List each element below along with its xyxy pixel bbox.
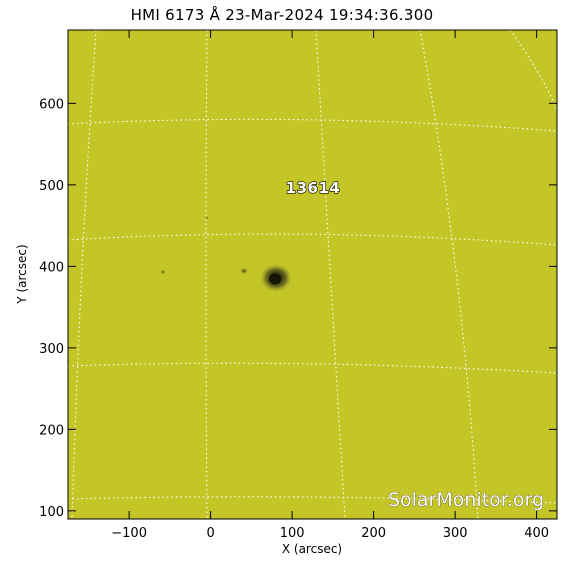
x-tick-label: 0 [206,526,214,541]
grid-latitude-line [68,496,557,504]
grid-longitude-line [419,30,479,519]
x-tick-label: −100 [111,526,147,541]
sunspot-umbra [269,273,281,285]
grid-latitude-line [68,118,557,132]
y-tick-label: 200 [39,423,64,438]
solar-disk-background [68,30,557,519]
x-tick-label: 200 [361,526,386,541]
x-tick-label: 100 [280,526,305,541]
x-axis-label: X (arcsec) [282,542,342,556]
image-title: HMI 6173 Å 23-Mar-2024 19:34:36.300 [130,6,434,24]
sunspot-pore [160,269,166,275]
grid-latitude-line [68,233,557,246]
sunspot-pore [239,267,249,275]
grid-latitude-line [68,362,557,374]
x-tick-label: 300 [443,526,468,541]
solarmonitor-watermark: SolarMonitor.org [388,489,544,511]
y-axis: 100 200 300 400 500 600 [39,97,557,520]
plot-frame [67,29,558,520]
grid-longitude-line [509,30,557,111]
x-tick-label: 400 [524,526,549,541]
sunspot-group [160,216,293,293]
active-region-label: 13614 [286,179,341,197]
heliographic-grid [68,30,557,519]
grid-longitude-line [71,30,97,519]
y-tick-label: 500 [39,179,64,194]
y-tick-label: 600 [39,97,64,112]
y-tick-label: 300 [39,342,64,357]
y-tick-label: 100 [39,505,64,520]
sunspot-pore [205,216,209,220]
y-axis-label: Y (arcsec) [15,244,29,304]
y-tick-label: 400 [39,260,64,275]
x-axis: −100 0 100 200 300 400 [111,30,549,541]
